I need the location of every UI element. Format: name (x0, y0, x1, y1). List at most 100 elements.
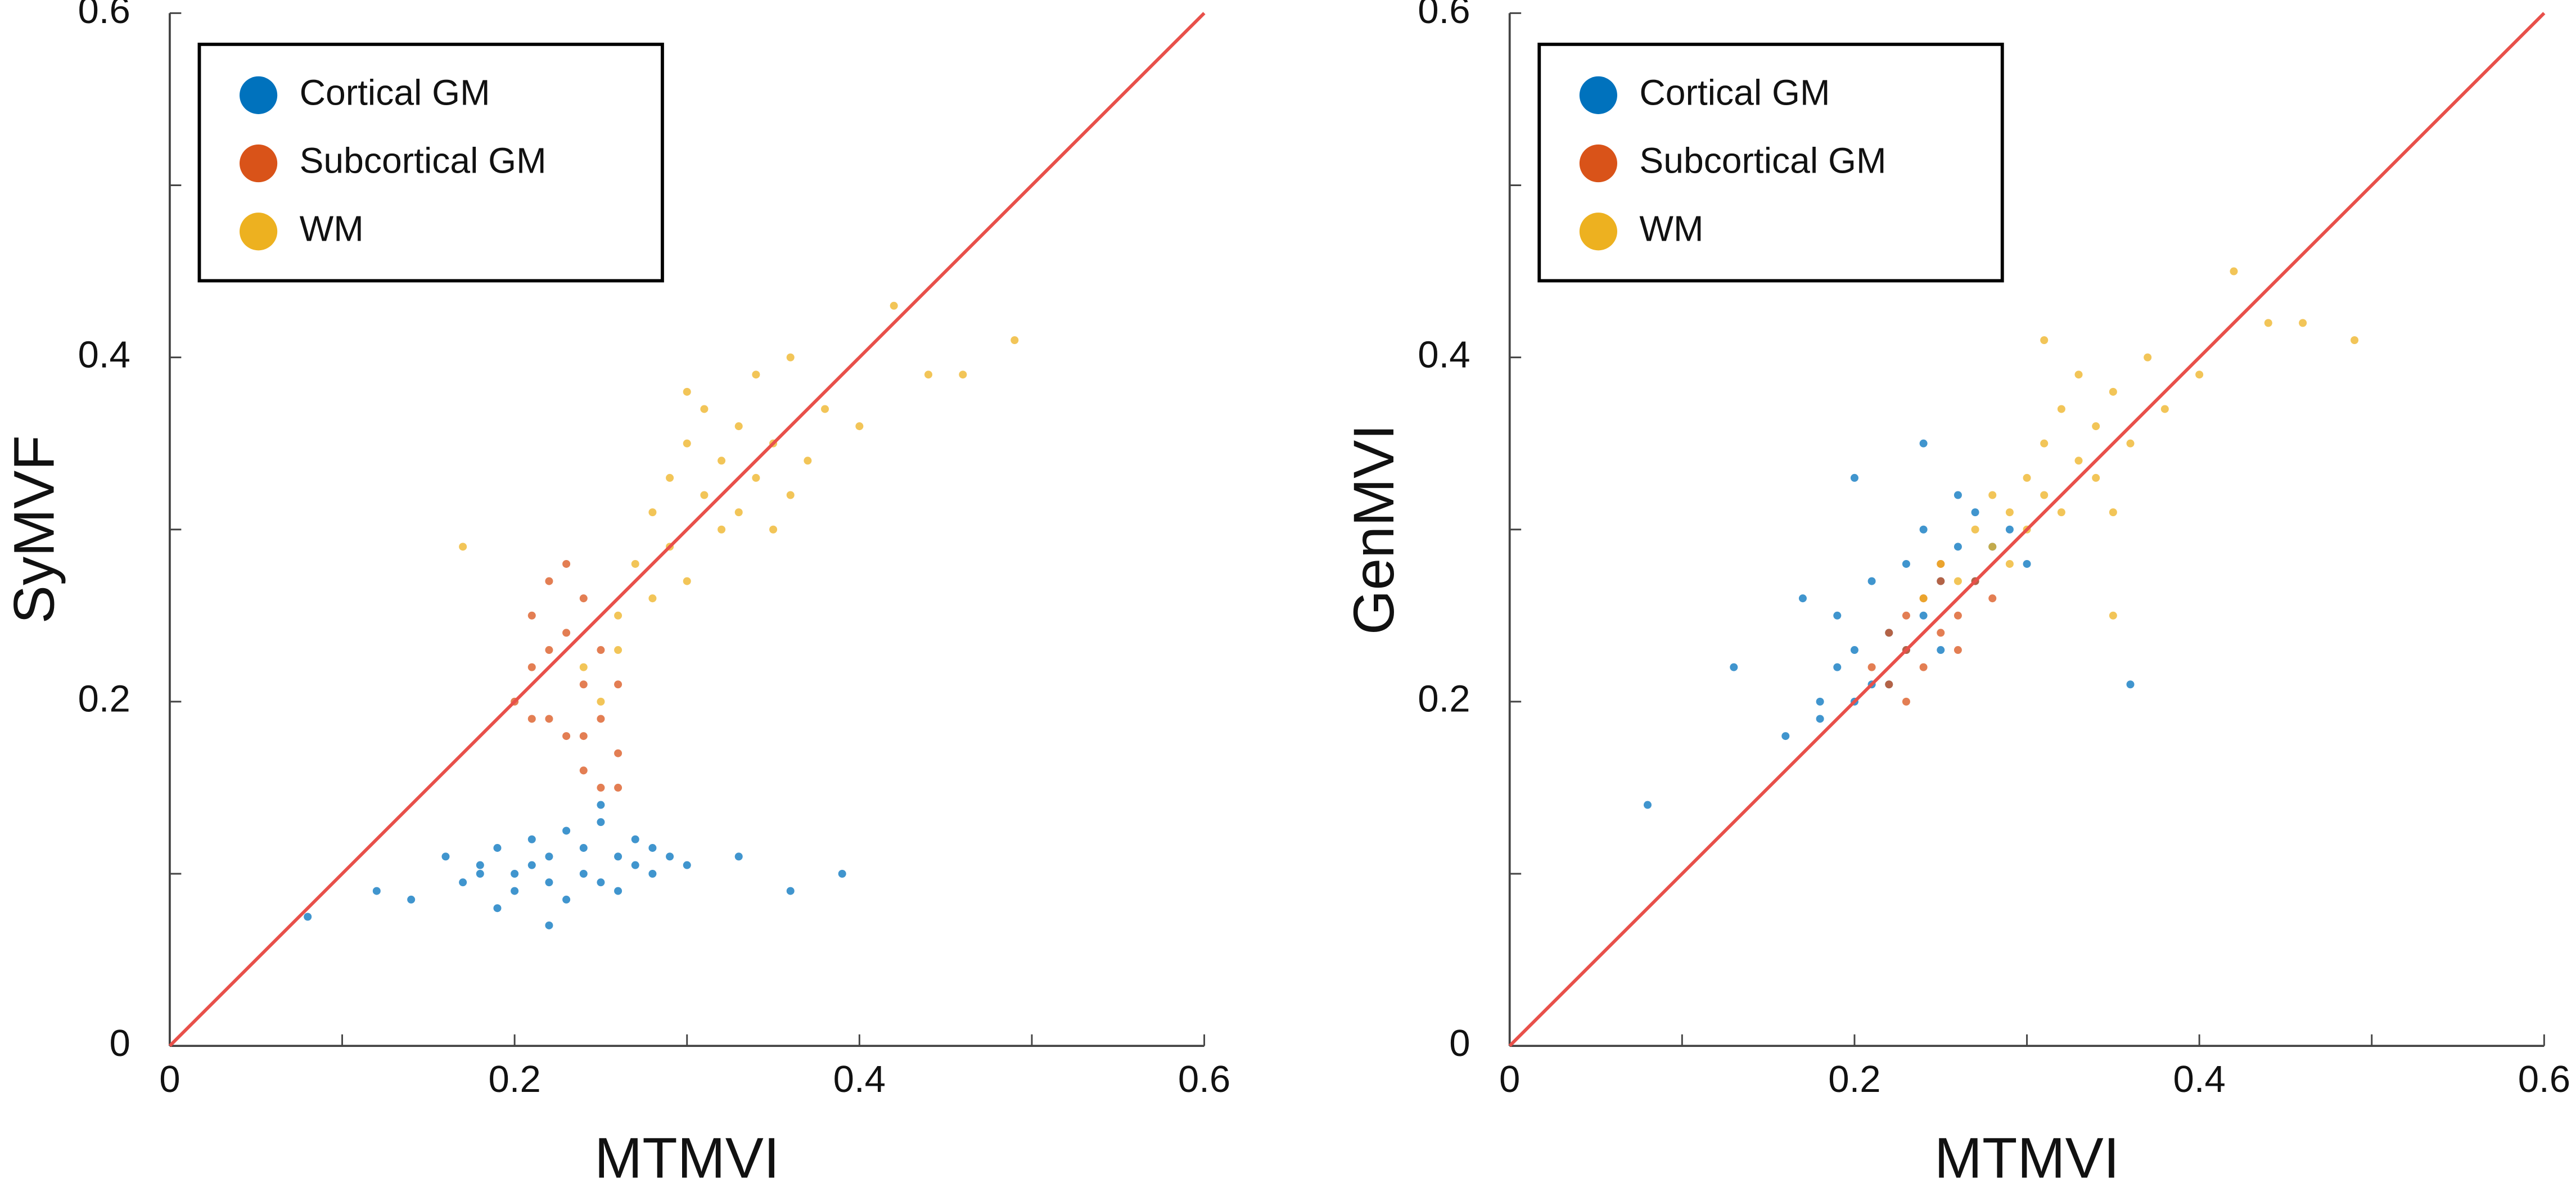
point (1971, 525, 1979, 534)
point (648, 844, 657, 852)
point (1937, 646, 1945, 654)
point (1937, 577, 1945, 585)
point (2092, 422, 2100, 431)
point (1010, 336, 1019, 345)
point (579, 680, 588, 689)
point (614, 887, 622, 895)
point (1988, 594, 1997, 603)
point (752, 473, 760, 482)
point (700, 405, 709, 413)
point (1954, 646, 1962, 654)
point (545, 878, 553, 887)
point (476, 869, 484, 878)
point (1850, 646, 1858, 654)
point (1919, 439, 1928, 448)
point (2074, 371, 2083, 379)
legend-marker (1579, 76, 1617, 114)
point (2109, 611, 2117, 620)
point (562, 827, 571, 835)
point (2109, 508, 2117, 517)
point (1919, 611, 1928, 620)
point (666, 852, 674, 861)
point (769, 525, 778, 534)
point (1885, 629, 1893, 637)
point (1816, 715, 1824, 723)
point (2195, 371, 2204, 379)
point (631, 835, 639, 843)
y-tick-label: 0 (1449, 1022, 1470, 1064)
point (2057, 508, 2065, 517)
point (459, 878, 467, 887)
point (459, 543, 467, 551)
point (579, 844, 588, 852)
point (2040, 336, 2049, 345)
legend-label: Cortical GM (300, 72, 490, 112)
point (597, 646, 605, 654)
point (683, 387, 691, 396)
point (1919, 663, 1928, 671)
point (2109, 387, 2117, 396)
point (545, 852, 553, 861)
point (579, 766, 588, 775)
point (1643, 801, 1652, 809)
x-axis-label: MTMVI (1934, 1125, 2119, 1190)
point (1885, 680, 1893, 689)
point (1730, 663, 1738, 671)
point (1937, 629, 1945, 637)
point (1954, 543, 1962, 551)
point (527, 835, 536, 843)
point (2005, 525, 2014, 534)
legend-marker (240, 76, 278, 114)
point (1850, 473, 1858, 482)
point (1902, 611, 1910, 620)
legend-label: Subcortical GM (1639, 141, 1886, 181)
point (597, 801, 605, 809)
point (734, 422, 743, 431)
point (579, 732, 588, 741)
point (511, 869, 519, 878)
x-tick-label: 0 (1499, 1058, 1520, 1100)
point (407, 895, 416, 904)
point (631, 559, 639, 568)
y-tick-label: 0.6 (1418, 0, 1470, 31)
scatter-panel: 0 0.2 0.4 0.6 0 0.2 0.4 0.6 MTMVI SyMVF Cortical G… (1, 0, 1230, 1190)
point (1833, 663, 1842, 671)
point (2126, 680, 2135, 689)
legend-label: Cortical GM (1639, 72, 1830, 112)
x-axis-label: MTMVI (594, 1125, 779, 1190)
legend-marker (240, 144, 278, 183)
point (1867, 577, 1876, 585)
point (527, 715, 536, 723)
point (2040, 491, 2049, 499)
point (1919, 594, 1928, 603)
point (597, 818, 605, 827)
point (372, 887, 381, 895)
point (1902, 559, 1910, 568)
point (1971, 508, 1979, 517)
point (562, 559, 571, 568)
point (1937, 559, 1945, 568)
point (804, 457, 812, 465)
point (786, 887, 795, 895)
point (1902, 697, 1910, 706)
point (597, 697, 605, 706)
point (1833, 611, 1842, 620)
point (786, 353, 795, 362)
x-tick-label: 0.6 (1178, 1058, 1230, 1100)
point (2005, 559, 2014, 568)
point (2351, 336, 2359, 345)
point (614, 680, 622, 689)
point (838, 869, 846, 878)
point (597, 783, 605, 792)
point (734, 852, 743, 861)
point (2057, 405, 2065, 413)
point (718, 457, 726, 465)
point (2040, 439, 2049, 448)
point (648, 508, 657, 517)
point (545, 577, 553, 585)
point (1781, 732, 1790, 741)
point (890, 301, 898, 310)
point (545, 715, 553, 723)
